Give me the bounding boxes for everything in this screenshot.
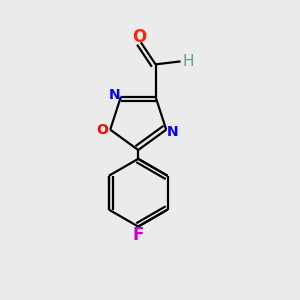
Text: O: O xyxy=(132,28,146,46)
Text: H: H xyxy=(182,54,194,69)
Text: N: N xyxy=(167,124,178,139)
Text: N: N xyxy=(109,88,120,102)
Text: F: F xyxy=(133,226,144,244)
Text: O: O xyxy=(97,123,108,137)
